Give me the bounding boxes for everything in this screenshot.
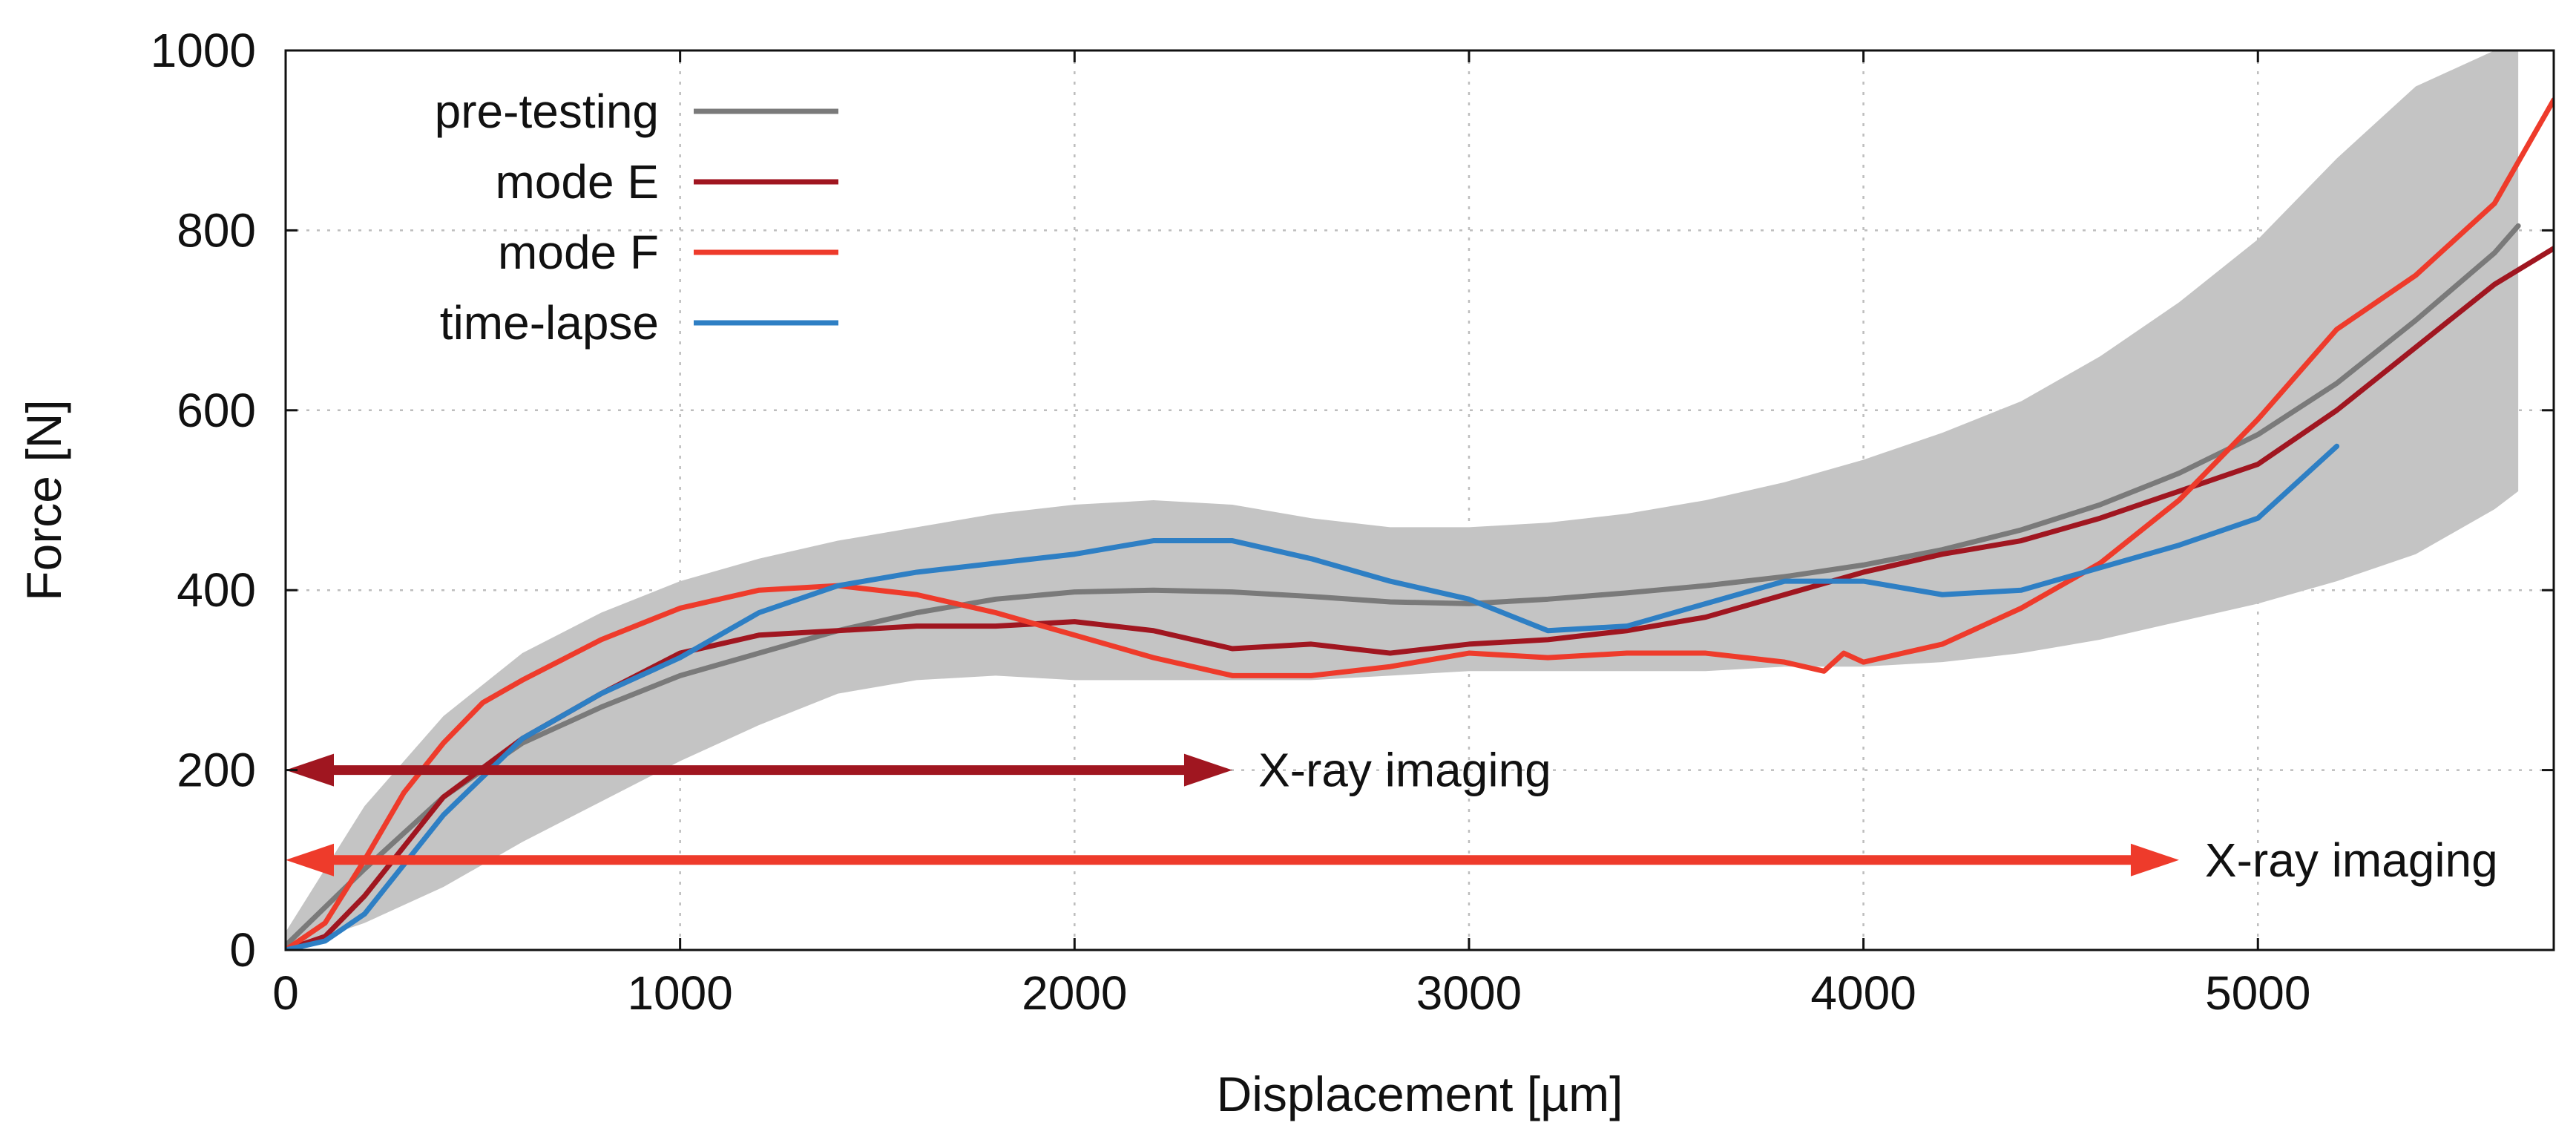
x-tick-label-0: 0 (272, 966, 299, 1020)
y-axis-label: Force [N] (16, 399, 71, 600)
legend-label: pre-testing (435, 85, 659, 138)
legend-label: time-lapse (440, 296, 659, 350)
legend-item-mode-e: mode E (495, 155, 838, 209)
pre-testing-band-area (286, 50, 2519, 950)
x-tick-label-3000: 3000 (1416, 966, 1522, 1020)
y-tick-label-1000: 1000 (151, 24, 256, 77)
annotation-arrow-1 (286, 753, 1232, 787)
x-tick-label-5000: 5000 (2205, 966, 2310, 1020)
y-tick-label-600: 600 (177, 384, 256, 437)
series-line-pre-testing (286, 223, 2521, 948)
annotation-arrow-2 (286, 843, 2179, 876)
legend-label: mode F (498, 226, 659, 279)
series-line-mode-f (286, 97, 2554, 950)
x-tick-label-2000: 2000 (1022, 966, 1127, 1020)
arrow-head-right (1183, 753, 1232, 787)
series-lines (286, 97, 2554, 950)
legend-item-pre-testing: pre-testing (435, 85, 838, 138)
plot-frame (284, 49, 2555, 951)
arrow-head-left (286, 753, 334, 787)
x-axis-label: Displacement [µm] (1217, 1066, 1623, 1121)
series-line-time-lapse (286, 443, 2340, 950)
arrow-head-left (286, 843, 334, 876)
annotation-label-1: X-ray imaging (1258, 744, 1551, 797)
y-tick-label-0: 0 (229, 923, 256, 977)
legend-item-mode-f: mode F (498, 226, 838, 279)
x-tick-label-1000: 1000 (627, 966, 732, 1020)
x-tick-label-4000: 4000 (1810, 966, 1916, 1020)
y-tick-label-800: 800 (177, 203, 256, 257)
legend-item-time-lapse: time-lapse (440, 296, 838, 350)
legend: pre-testing mode E mode F time-lapse (435, 85, 838, 350)
arrow-head-right (2130, 843, 2179, 876)
legend-label: mode E (495, 155, 659, 209)
y-tick-label-200: 200 (177, 744, 256, 797)
pre-testing-band (286, 50, 2519, 950)
annotation-label-2: X-ray imaging (2205, 833, 2498, 887)
axis-ticks: 0 1000 2000 3000 4000 5000 0 200 400 600 800 1000 (151, 24, 2554, 1020)
annotations: X-ray imaging X-ray imaging (286, 744, 2498, 887)
y-tick-label-400: 400 (177, 563, 256, 617)
